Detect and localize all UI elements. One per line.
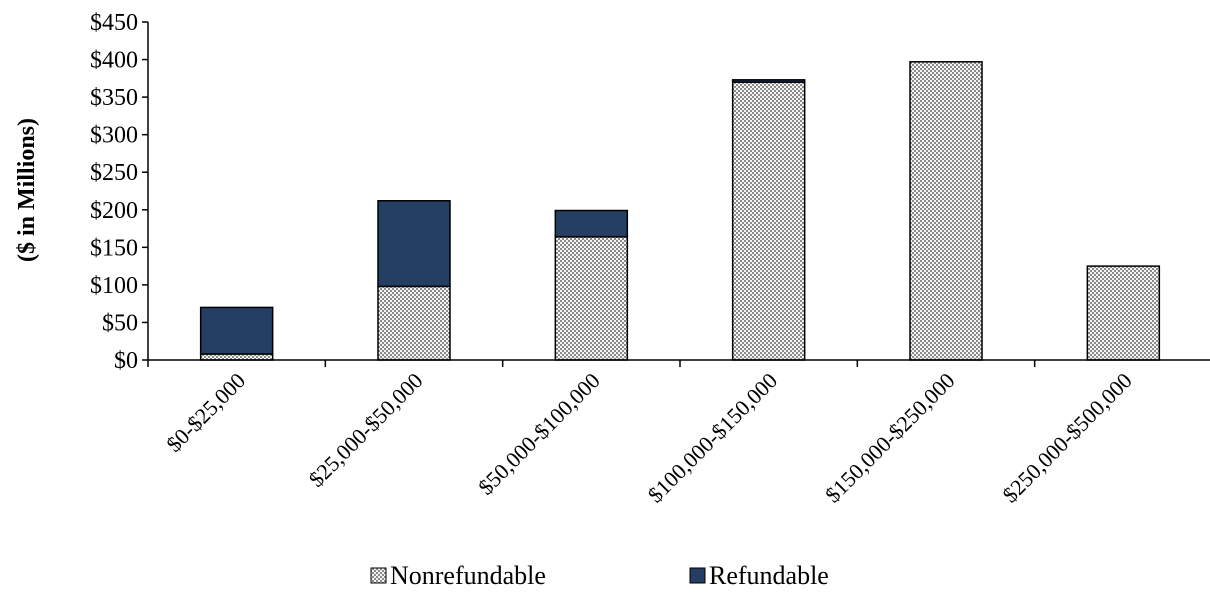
y-tick-label: $100 (90, 273, 138, 299)
x-category-label: $150,000-$250,000 (820, 368, 960, 508)
bar-nonrefundable (1086, 265, 1161, 361)
plot-area (199, 61, 1161, 361)
axes: $0 $50 $100 $150 $200 $250 $300 $350 $400 $450 $0-… (90, 10, 1210, 507)
legend-swatch (370, 567, 387, 584)
bar-refundable (554, 209, 629, 238)
legend-label: Refundable (709, 561, 829, 590)
legend: Nonrefundable Refundable (370, 561, 829, 590)
y-axis-title: ($ in Millions) (14, 118, 40, 262)
bar-nonrefundable (377, 285, 451, 361)
y-tick-label: $350 (90, 85, 138, 111)
x-category-label: $100,000-$150,000 (643, 368, 783, 508)
legend-label: Nonrefundable (390, 561, 546, 590)
y-tick-label: $400 (90, 48, 138, 74)
bar-nonrefundable (731, 81, 806, 361)
bar-refundable (199, 306, 274, 355)
y-tick-label: $200 (90, 198, 138, 224)
legend-swatch (689, 567, 706, 584)
y-tick-label: $0 (114, 348, 138, 374)
bar-nonrefundable (554, 236, 629, 361)
x-category-label: $50,000-$100,000 (473, 368, 605, 500)
bar-nonrefundable (199, 353, 274, 361)
x-category-label: $25,000-$50,000 (304, 368, 428, 492)
y-tick-label: $250 (90, 160, 138, 186)
bar-refundable (731, 79, 806, 83)
x-category-label: $0-$25,000 (161, 368, 250, 457)
y-tick-label: $300 (90, 123, 138, 149)
bar-refundable (377, 200, 451, 288)
y-tick-label: $450 (90, 10, 138, 36)
y-tick-label: $150 (90, 235, 138, 261)
bar-nonrefundable (909, 61, 983, 361)
y-tick-label: $50 (102, 310, 138, 336)
x-category-label: $250,000-$500,000 (997, 368, 1137, 508)
